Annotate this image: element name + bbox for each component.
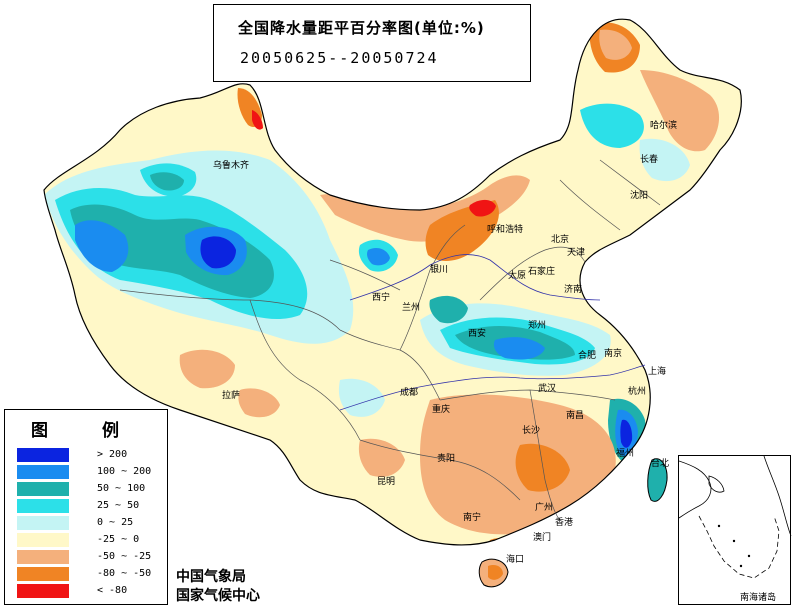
city-label: 哈尔滨 <box>650 121 678 131</box>
city-label: 广州 <box>535 503 554 513</box>
city-label: 上海 <box>648 367 667 377</box>
title-box: 全国降水量距平百分率图(单位:%) 20050625--20050724 <box>213 4 531 82</box>
city-label: 济南 <box>564 285 583 295</box>
city-label: 沈阳 <box>630 191 649 201</box>
city-label: 福州 <box>616 449 635 459</box>
legend-label: > 200 <box>97 449 128 460</box>
credit-line-2: 国家气候中心 <box>176 588 260 604</box>
inset-label: 南海诸岛 <box>740 593 777 603</box>
map-period: 20050625--20050724 <box>240 49 439 67</box>
city-label: 贵阳 <box>437 454 456 464</box>
inset-map <box>678 455 792 579</box>
legend-item: -80 ~ -50 <box>17 567 167 582</box>
city-label: 郑州 <box>528 321 547 331</box>
legend-label: -80 ~ -50 <box>97 568 152 579</box>
province-borders <box>119 159 661 521</box>
legend-swatch <box>17 499 69 513</box>
city-label: 西安 <box>468 329 487 339</box>
legend-label: 25 ~ 50 <box>97 500 140 511</box>
legend-item: 50 ~ 100 <box>17 482 167 497</box>
legend-label: < -80 <box>97 585 128 596</box>
legend-item: 0 ~ 25 <box>17 516 167 531</box>
map-title: 全国降水量距平百分率图(单位:%) <box>238 19 485 37</box>
city-label: 长春 <box>640 155 659 165</box>
legend-swatch <box>17 465 69 479</box>
legend-label: 50 ~ 100 <box>97 483 146 494</box>
legend-label: 100 ~ 200 <box>97 466 152 477</box>
city-label: 天津 <box>567 248 586 258</box>
city-label: 北京 <box>551 235 570 245</box>
city-label: 武汉 <box>538 384 557 394</box>
legend-item: < -80 <box>17 584 167 599</box>
city-label: 长沙 <box>522 426 541 436</box>
legend-swatch <box>17 584 69 598</box>
legend-label: -25 ~ 0 <box>97 534 140 545</box>
city-label: 乌鲁木齐 <box>213 161 250 171</box>
legend-item: > 200 <box>17 448 167 463</box>
city-label: 南宁 <box>463 513 482 523</box>
city-label: 香港 <box>555 518 574 528</box>
city-label: 兰州 <box>402 303 421 313</box>
city-label: 石家庄 <box>528 267 556 277</box>
legend-item: 25 ~ 50 <box>17 499 167 514</box>
city-label: 太原 <box>508 271 527 281</box>
rivers <box>339 254 646 411</box>
city-label: 南京 <box>604 349 623 359</box>
city-label: 拉萨 <box>222 391 241 401</box>
city-label: 西宁 <box>372 293 391 303</box>
city-label: 重庆 <box>432 405 451 415</box>
city-label: 海口 <box>506 555 525 565</box>
city-label: 成都 <box>400 388 419 398</box>
taiwan-island <box>647 458 668 502</box>
legend-label: 0 ~ 25 <box>97 517 134 528</box>
city-label: 台北 <box>651 459 670 469</box>
city-label: 银川 <box>430 265 449 275</box>
legend-item: -50 ~ -25 <box>17 550 167 565</box>
city-label: 杭州 <box>628 387 647 397</box>
city-label: 南昌 <box>566 411 585 421</box>
city-label: 呼和浩特 <box>487 225 524 235</box>
legend-label: -50 ~ -25 <box>97 551 152 562</box>
legend-title: 图 例 <box>31 421 143 441</box>
legend-swatch <box>17 516 69 530</box>
legend-swatch <box>17 533 69 547</box>
city-label: 昆明 <box>377 477 396 487</box>
credit-line-1: 中国气象局 <box>176 569 246 585</box>
city-label: 合肥 <box>578 351 597 361</box>
legend-swatch <box>17 448 69 462</box>
legend-item: 100 ~ 200 <box>17 465 167 480</box>
legend-item: -25 ~ 0 <box>17 533 167 548</box>
country-border <box>43 18 742 546</box>
city-label: 澳门 <box>533 533 552 543</box>
legend-swatch <box>17 550 69 564</box>
legend: 图 例 > 200 100 ~ 200 50 ~ 100 25 ~ 50 0 ~… <box>4 409 168 605</box>
south-china-sea-inset <box>678 455 792 605</box>
legend-swatch <box>17 482 69 496</box>
legend-swatch <box>17 567 69 581</box>
